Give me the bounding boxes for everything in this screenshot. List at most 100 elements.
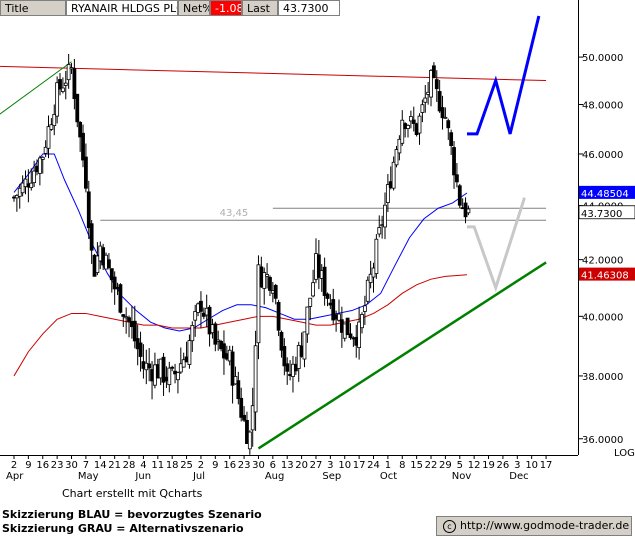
y-tick-label: 42.0000 [582,256,623,267]
x-tick-label: 9 [25,460,31,471]
candle-body [302,331,307,360]
candle-body [107,259,111,269]
x-tick-label: 5 [457,460,463,471]
x-month-label: Oct [380,471,397,482]
x-tick-label: 2 [198,460,204,471]
candle-body [236,380,241,399]
candle-body [362,305,367,312]
candle-body [78,122,83,138]
x-month-label: Apr [6,471,24,482]
ma-red-value-label: 41.46308 [579,267,635,282]
candle-body [55,82,60,117]
candle-body [273,285,278,299]
candle-body [449,132,454,147]
candle-body [417,115,422,134]
candle-body [216,339,221,342]
x-tick-label: 4 [140,460,146,471]
candle-body [400,119,405,144]
candle-body [316,254,321,278]
candle-body [187,340,192,365]
x-tick-label: 16 [36,460,49,471]
x-tick-label: 3 [514,460,520,471]
x-month-label: Jun [134,471,151,482]
x-month-label: Jul [192,471,205,482]
candle-body [394,149,399,166]
candle-body [52,114,57,126]
price-label-text: 44.48504 [581,189,629,200]
candle-body [222,343,226,359]
moving-average-blue [13,153,468,332]
candle-body [440,107,445,119]
candle-body [161,356,166,383]
scenario-gray-legend: Skizzierung GRAU = Alternativszenario [2,522,244,535]
scenario-gray-path [466,197,526,293]
candle-body [368,273,373,283]
candle-body [43,146,48,154]
candle-body [213,323,218,345]
candle-body [233,376,238,385]
x-tick-label: 30 [65,460,78,471]
candle-body [193,311,198,321]
annotation-label: 43,45 [220,208,249,219]
candle-body [176,372,180,381]
candle-body [262,272,267,289]
candle-body [311,282,316,297]
x-tick-label: 2 [11,460,17,471]
x-tick-label: 25 [180,460,193,471]
candle-body [325,293,330,299]
candle-body [253,345,258,413]
x-tick-label: 23 [51,460,64,471]
plot-area [0,16,578,455]
candle-body [282,346,287,367]
candle-body [443,116,448,119]
x-month-label: Nov [452,471,472,482]
source-link[interactable]: c http://www.godmode-trader.de [436,516,632,536]
moving-average-red [13,274,468,377]
ma-blue-value-label: 44.48504 [579,185,635,200]
net-percent-label: Net% [178,0,210,16]
candle-body [167,367,172,386]
price-label-box [579,267,635,281]
price-label-box [578,205,635,220]
candle-body [23,178,28,188]
candle-body [455,174,459,183]
candle-body [268,276,272,291]
candle-body [365,279,370,302]
candle-body [452,147,456,176]
candle-body [457,185,462,206]
scenario-blue-path [466,15,541,136]
candle-body [58,79,62,90]
candle-body [408,116,413,122]
candle-body [305,306,310,335]
candle-body [181,359,186,368]
y-tick-label: 48.0000 [582,101,623,112]
x-tick-label: 6 [270,460,276,471]
chart-labels: 43,45 44.48504 43.7300 41.46308 [220,185,635,282]
price-label-text: 43.7300 [581,209,622,220]
instrument-name: RYANAIR HLDGS PLC [66,0,178,16]
x-tick-label: 10 [525,460,538,471]
candle-body [431,65,436,78]
candle-body [385,184,390,203]
x-tick-label: 29 [439,460,452,471]
x-tick-label: 9 [212,460,218,471]
x-tick-label: 17 [540,460,553,471]
candle-body [86,191,91,229]
candle-body [112,276,117,290]
candle-body [37,157,42,174]
candle-body [256,264,261,344]
last-value: 43.7300 [278,0,340,16]
x-tick-label: 18 [166,460,179,471]
candle-body [423,97,428,103]
price-label-box [579,185,635,199]
x-month-label: Sep [322,471,341,482]
candle-body [322,266,327,296]
candle-body [265,274,269,277]
candle-body [406,124,410,129]
candle-body [434,79,439,90]
candle-body [247,431,252,450]
candle-body [429,69,433,98]
candle-body [29,182,34,189]
source-url: http://www.godmode-trader.de [460,519,630,532]
